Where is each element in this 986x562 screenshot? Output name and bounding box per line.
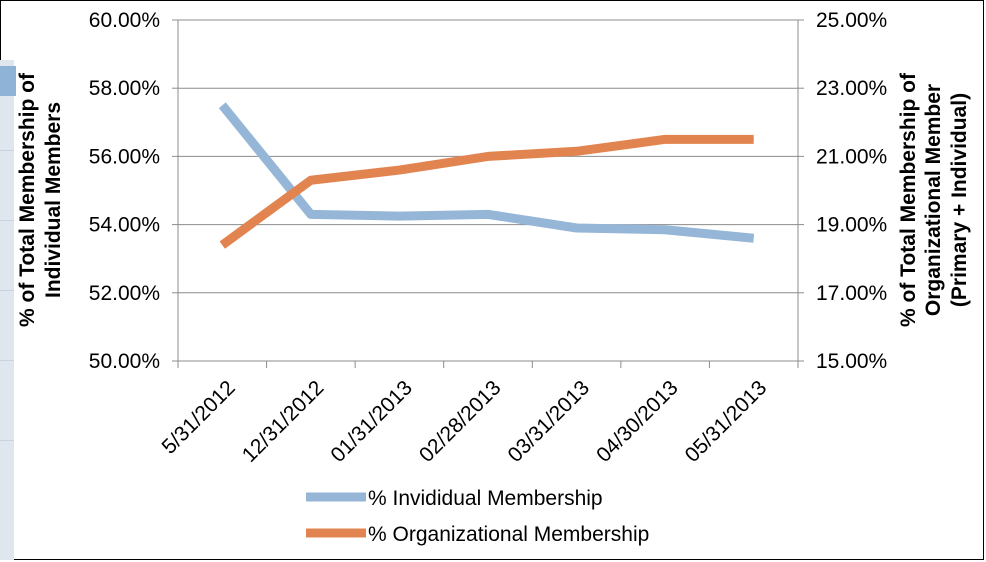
right-axis-title: % of Total Membership of	[897, 72, 920, 327]
right-tick-label: 25.00%	[816, 9, 887, 32]
x-tick-label: 01/31/2013	[326, 376, 417, 467]
x-tick-label: 12/31/2012	[238, 376, 329, 467]
right-axis-title: (Primary + Individual)	[948, 93, 971, 307]
background-divider	[0, 220, 14, 221]
left-axis-title: Individual Members	[42, 102, 65, 298]
x-tick-label: 04/30/2013	[592, 376, 683, 467]
right-axis-title: Organizational Member	[922, 84, 945, 316]
background-panel	[0, 60, 14, 560]
x-tick-label: 05/31/2013	[681, 376, 772, 467]
left-tick-label: 54.00%	[89, 214, 160, 237]
series-line-1	[218, 102, 755, 243]
legend-label: % Invididual Membership	[368, 487, 603, 510]
right-tick-label: 21.00%	[816, 145, 887, 168]
background-divider	[0, 150, 14, 151]
right-tick-label: 17.00%	[816, 282, 887, 305]
right-tick-label: 19.00%	[816, 214, 887, 237]
background-divider	[0, 290, 14, 291]
right-tick-label: 23.00%	[816, 77, 887, 100]
left-tick-label: 60.00%	[89, 9, 160, 32]
legend-label: % Organizational Membership	[368, 523, 649, 546]
left-tick-label: 50.00%	[89, 350, 160, 373]
x-tick-label: 5/31/2012	[157, 376, 239, 458]
x-tick-label: 02/28/2013	[415, 376, 506, 467]
left-tick-label: 58.00%	[89, 77, 160, 100]
background-divider	[0, 440, 14, 441]
left-axis-title: % of Total Membership of	[16, 72, 39, 327]
background-tab	[0, 66, 16, 96]
background-divider	[0, 360, 14, 361]
left-tick-label: 52.00%	[89, 282, 160, 305]
x-tick-label: 03/31/2013	[504, 376, 595, 467]
right-tick-label: 15.00%	[816, 350, 887, 373]
left-tick-label: 56.00%	[89, 145, 160, 168]
